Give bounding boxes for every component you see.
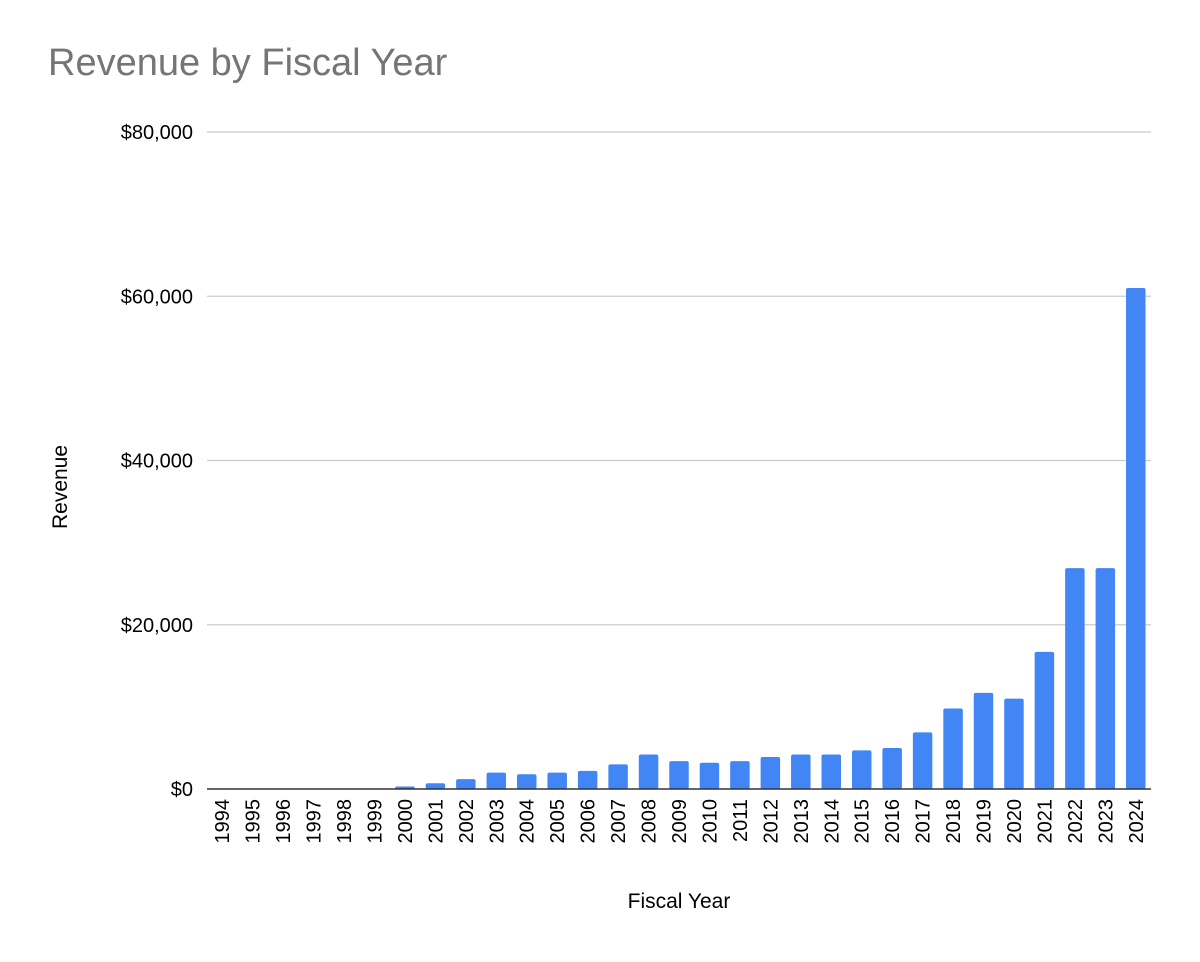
x-tick-label: 2007 [608,799,630,844]
bar-2005 [547,772,567,789]
bars [395,288,1146,789]
x-tick-label: 1994 [212,799,234,844]
x-tick-label: 2005 [547,799,569,844]
x-tick-label: 2012 [760,799,782,844]
x-tick-label: 2011 [730,799,752,842]
x-tick-label: 2003 [486,799,508,844]
x-tick-label: 2001 [425,799,447,844]
bar-2003 [486,772,507,789]
x-tick-label: 2017 [913,799,935,844]
x-tick-label: 2024 [1126,799,1148,844]
x-tick-label: 1998 [334,799,356,844]
bar-2011 [730,761,750,789]
x-tick-label: 2014 [821,799,843,844]
bar-2018 [943,708,963,789]
bar-2012 [760,756,781,789]
x-tick-label: 2000 [395,799,417,844]
bar-2013 [791,754,811,789]
bar-2004 [516,774,537,789]
bar-2001 [425,783,446,789]
x-tick-label: 2016 [882,799,904,844]
gridlines [207,131,1151,626]
bar-2015 [851,750,872,789]
y-tick-label: $40,000 [121,451,193,473]
x-tick-label: 1995 [243,799,265,844]
bar-2021 [1034,651,1055,789]
bar-2007 [608,764,628,789]
y-tick-label: $60,000 [121,286,193,308]
bar-2002 [456,779,476,789]
x-tick-label: 2019 [974,799,996,844]
x-tick-label: 2015 [852,799,874,844]
x-tick-label: 2002 [456,799,478,844]
bar-2017 [912,732,933,789]
x-tick-label: 2006 [578,799,600,844]
x-tick-label: 1999 [364,799,386,844]
x-tick-label: 2008 [639,799,661,844]
y-axis-label: Revenue [49,445,72,529]
y-tick-label: $80,000 [121,122,193,144]
bar-2020 [1004,698,1024,789]
bar-2014 [821,754,842,789]
bar-2019 [973,692,994,789]
x-tick-label: 2009 [669,799,691,844]
x-tick-label: 2022 [1065,799,1087,844]
x-tick-label: 2023 [1095,799,1117,844]
bar-2010 [699,762,720,789]
bar-2009 [669,761,689,789]
bar-2024 [1126,288,1146,789]
x-tick-label: 2004 [517,799,539,844]
x-tick-label: 1996 [273,799,295,844]
tick-labels: $0 $20,000 $40,000 $60,000 $80,000 1994 1995 19… [121,122,1148,844]
bar-2022 [1065,568,1085,789]
y-tick-label: $20,000 [121,615,193,637]
x-tick-label: 2013 [791,799,813,844]
x-tick-label: 1997 [304,799,326,844]
x-axis-label: Fiscal Year [628,890,731,913]
chart-title: Revenue by Fiscal Year [48,42,448,84]
bar-2016 [882,747,902,789]
x-tick-label: 2021 [1034,799,1056,844]
bar-2006 [577,770,598,789]
x-tick-label: 2020 [1004,799,1026,844]
y-tick-label: $0 [171,779,193,801]
bar-2008 [638,754,659,789]
bar-2023 [1095,568,1116,789]
x-tick-label: 2010 [699,799,721,844]
x-tick-label: 2018 [943,799,965,844]
